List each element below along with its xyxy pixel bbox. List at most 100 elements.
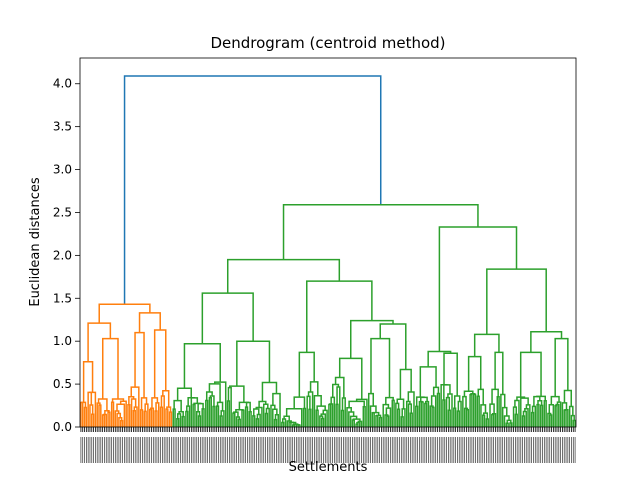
dendrogram-link-231	[491, 413, 495, 427]
dendrogram-link-192	[420, 401, 424, 427]
dendrogram-link-63	[186, 405, 191, 427]
dendrogram-link-212	[473, 333, 500, 357]
dendrogram-link-106	[264, 412, 269, 427]
dendrogram-link-23	[114, 410, 120, 427]
dendrogram-link-101	[252, 415, 256, 427]
dendrogram-link-171	[385, 407, 392, 427]
dendrogram-link-181	[407, 391, 415, 427]
dendrogram-link-95	[244, 406, 249, 427]
dendrogram-link-11	[101, 337, 119, 400]
y-axis-label: Euclidean distances	[28, 177, 43, 306]
dendrogram-link-240	[519, 351, 542, 398]
dendrogram-link-165	[371, 411, 375, 427]
dendrogram-link-214	[463, 390, 474, 397]
dendrogram-link-111	[273, 418, 278, 427]
dendrogram-link-198	[431, 406, 435, 427]
dendrogram-link-39	[153, 329, 167, 398]
dendrogram-link-185	[438, 226, 518, 352]
dendrogram-link-130	[308, 408, 312, 427]
dendrogram-link-98	[258, 400, 267, 408]
dendrogram-link-178	[396, 408, 401, 427]
dendrogram-link-259	[550, 395, 560, 405]
dendrogram-link-113	[298, 351, 315, 398]
dendrogram-link-173	[386, 415, 390, 427]
dendrogram-link-272	[572, 419, 576, 427]
dendrogram-link-90	[232, 412, 236, 427]
dendrogram-link-189	[415, 405, 419, 427]
dendrogram-link-94	[245, 401, 251, 412]
dendrogram-link-224	[482, 412, 489, 419]
dendrogram-link-114	[293, 396, 306, 409]
dendrogram-link-137	[320, 417, 325, 427]
dendrogram-link-244	[514, 413, 518, 427]
dendrogram-link-205	[445, 396, 451, 427]
dendrogram-link-220	[472, 393, 477, 427]
dendrogram-link-128	[307, 391, 314, 427]
dendrogram-link-77	[208, 397, 212, 427]
y-tick-label-6: 3.0	[53, 163, 72, 177]
dendrogram-link-182	[405, 400, 411, 427]
dendrogram-link-56	[173, 399, 182, 412]
dendrogram-link-269	[563, 409, 567, 427]
dendrogram-link-145	[336, 386, 341, 427]
dendrogram-link-150	[348, 400, 365, 408]
dendrogram-link-151	[346, 407, 352, 427]
dendrogram-link-0	[123, 75, 382, 305]
dendrogram-link-263	[556, 401, 562, 427]
dendrogram-link-163	[369, 405, 377, 427]
dendrogram-link-82	[219, 415, 223, 427]
dendrogram-link-186	[427, 350, 452, 367]
dendrogram-link-252	[531, 405, 537, 427]
dendrogram-link-242	[514, 399, 520, 427]
dendrogram-link-67	[192, 403, 196, 427]
dendrogram-link-236	[506, 419, 512, 424]
dendrogram-link-80	[215, 405, 220, 427]
dendrogram-link-139	[338, 357, 363, 400]
dendrogram-link-84	[229, 385, 245, 403]
dendrogram-link-222	[476, 395, 480, 427]
dendrogram-link-57	[172, 408, 176, 427]
dendrogram-link-13	[96, 402, 101, 427]
dendrogram-link-40	[151, 397, 159, 409]
dendrogram-link-234	[501, 406, 508, 427]
dendrogram-link-116	[283, 415, 290, 422]
dendrogram-link-105	[265, 407, 270, 427]
dendrogram-link-61	[181, 415, 185, 427]
dendrogram-link-125	[297, 424, 301, 427]
dendrogram-link-206	[447, 409, 451, 427]
dendrogram-link-262	[549, 414, 553, 427]
dendrogram-link-26	[119, 419, 124, 427]
dendrogram-link-8	[87, 391, 93, 427]
dendrogram-link-123	[291, 424, 296, 427]
dendrogram-link-138	[350, 319, 394, 359]
dendrogram-link-3	[82, 361, 94, 403]
dendrogram-link-17	[101, 414, 106, 427]
dendrogram-link-38	[143, 410, 147, 427]
dendrogram-link-121	[290, 421, 297, 427]
dendrogram-link-64	[185, 410, 189, 427]
dendrogram-link-33	[133, 406, 138, 427]
dendrogram-link-46	[160, 395, 165, 427]
dendrogram-link-81	[220, 410, 225, 427]
dendrogram-link-190	[420, 396, 428, 402]
dendrogram-link-50	[168, 411, 173, 427]
dendrogram-link-12	[97, 398, 108, 411]
dendrogram-link-233	[500, 393, 506, 427]
dendrogram-link-93	[241, 409, 245, 427]
dendrogram-link-51	[282, 203, 479, 260]
dendrogram-link-27	[138, 312, 161, 333]
dendrogram-link-235	[503, 415, 510, 427]
dendrogram-link-47	[159, 406, 164, 427]
dendrogram-link-54	[183, 343, 221, 389]
dendrogram-link-256	[539, 404, 544, 427]
dendrogram-link-37	[144, 403, 149, 427]
dendrogram-link-207	[453, 395, 461, 409]
dendrogram-link-45	[162, 390, 170, 408]
dendrogram-link-144	[328, 403, 332, 427]
dendrogram-link-243	[512, 406, 518, 427]
dendrogram-link-86	[226, 400, 231, 427]
dendrogram-link-221	[477, 388, 484, 405]
dendrogram-link-135	[320, 413, 327, 427]
dendrogram-link-131	[313, 394, 322, 427]
